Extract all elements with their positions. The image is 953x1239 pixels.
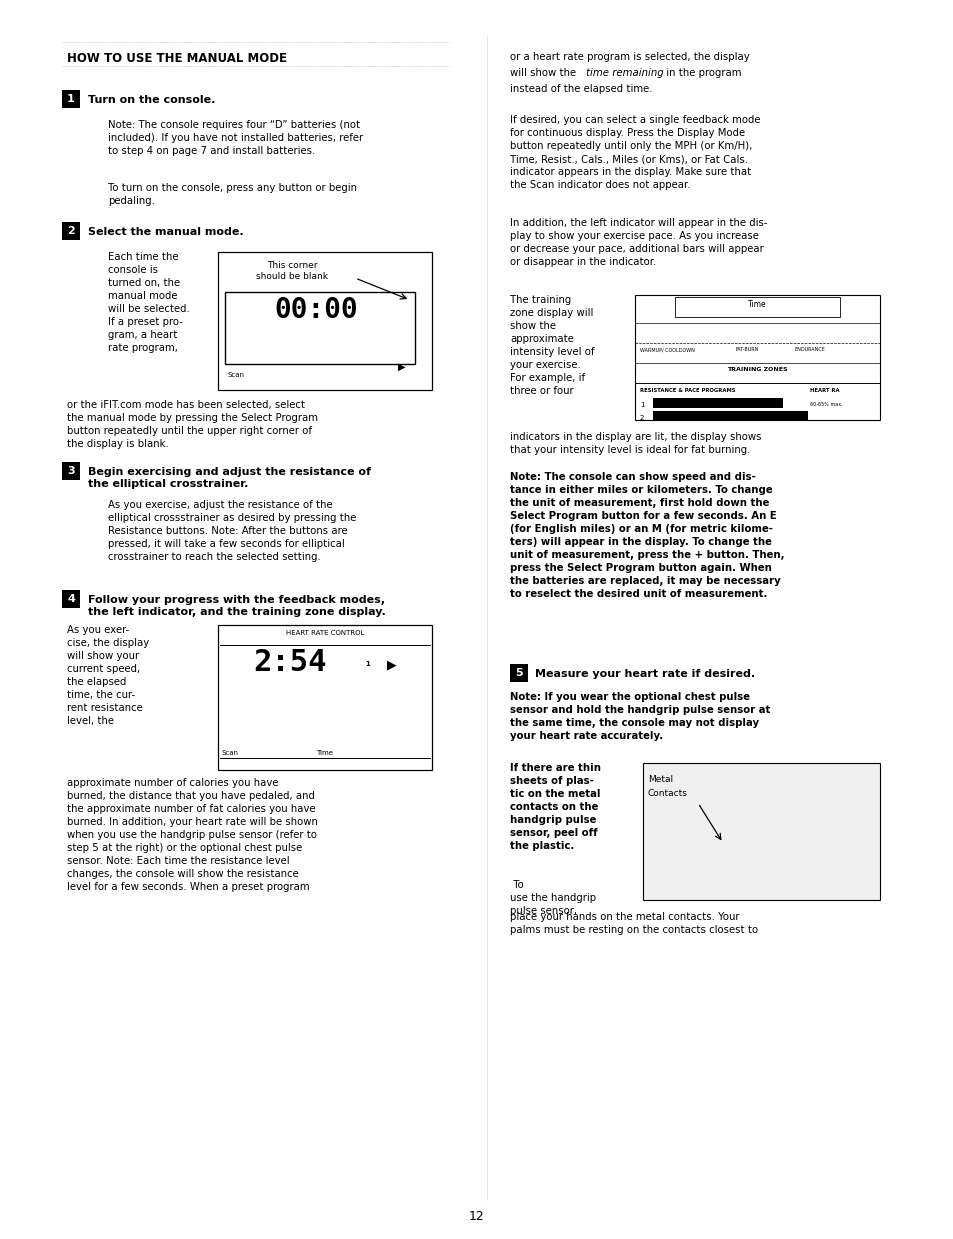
Text: Begin exercising and adjust the resistance of
the elliptical crosstrainer.: Begin exercising and adjust the resistan… xyxy=(88,467,371,489)
Text: 60-65% max.: 60-65% max. xyxy=(809,401,841,406)
Text: Time: Time xyxy=(316,750,334,756)
Text: If there are thin
sheets of plas-
tic on the metal
contacts on the
handgrip puls: If there are thin sheets of plas- tic on… xyxy=(510,763,600,851)
Text: Time: Time xyxy=(747,300,766,309)
Text: FAT-BURN: FAT-BURN xyxy=(734,347,758,352)
Bar xyxy=(635,295,879,420)
Bar xyxy=(510,664,527,681)
Text: 4: 4 xyxy=(67,593,75,603)
Text: As you exer-
cise, the display
will show your
current speed,
the elapsed
time, t: As you exer- cise, the display will show… xyxy=(67,624,149,726)
Text: This corner
should be blank: This corner should be blank xyxy=(255,261,328,281)
Text: 12: 12 xyxy=(469,1211,484,1223)
Text: or a heart rate program is selected, the display: or a heart rate program is selected, the… xyxy=(510,52,749,62)
Bar xyxy=(652,411,807,421)
Text: Turn on the console.: Turn on the console. xyxy=(88,95,215,105)
Text: Scan: Scan xyxy=(222,750,239,756)
Bar xyxy=(675,297,840,317)
Text: The training
zone display will
show the
approximate
intensity level of
your exer: The training zone display will show the … xyxy=(510,295,594,396)
Text: Measure your heart rate if desired.: Measure your heart rate if desired. xyxy=(535,669,755,679)
Text: RESISTANCE & PACE PROGRAMS: RESISTANCE & PACE PROGRAMS xyxy=(639,388,735,393)
Text: To turn on the console, press any button or begin
pedaling.: To turn on the console, press any button… xyxy=(108,183,356,206)
Text: 1: 1 xyxy=(67,94,74,104)
Bar xyxy=(62,90,80,108)
Text: Follow your progress with the feedback modes,
the left indicator, and the traini: Follow your progress with the feedback m… xyxy=(88,595,385,617)
Ellipse shape xyxy=(771,819,821,859)
Bar xyxy=(62,222,80,240)
Text: Note: If you wear the optional chest pulse
sensor and hold the handgrip pulse se: Note: If you wear the optional chest pul… xyxy=(510,693,770,741)
Bar xyxy=(652,398,782,408)
Text: Contacts: Contacts xyxy=(647,789,687,798)
Bar xyxy=(218,624,432,769)
Text: 2: 2 xyxy=(67,225,74,235)
Text: time remaining: time remaining xyxy=(585,68,663,78)
Text: Scan: Scan xyxy=(228,372,245,378)
Text: Select the manual mode.: Select the manual mode. xyxy=(88,227,243,237)
Bar xyxy=(642,763,879,900)
Bar xyxy=(62,462,80,479)
Text: instead of the elapsed time.: instead of the elapsed time. xyxy=(510,84,652,94)
Text: As you exercise, adjust the resistance of the
elliptical crossstrainer as desire: As you exercise, adjust the resistance o… xyxy=(108,501,356,563)
Text: HEART RATE CONTROL: HEART RATE CONTROL xyxy=(286,629,364,636)
Text: Metal: Metal xyxy=(647,776,673,784)
Text: 5: 5 xyxy=(515,668,522,678)
Text: HOW TO USE THE MANUAL MODE: HOW TO USE THE MANUAL MODE xyxy=(67,52,287,64)
Text: If desired, you can select a single feedback mode
for continuous display. Press : If desired, you can select a single feed… xyxy=(510,115,760,191)
Text: In addition, the left indicator will appear in the dis-
play to show your exerci: In addition, the left indicator will app… xyxy=(510,218,767,268)
Text: or the iFIT.com mode has been selected, select
the manual mode by pressing the S: or the iFIT.com mode has been selected, … xyxy=(67,400,317,449)
Text: Note: The console requires four “D” batteries (not
included). If you have not in: Note: The console requires four “D” batt… xyxy=(108,120,363,156)
Text: 2: 2 xyxy=(639,415,643,421)
Text: ▶: ▶ xyxy=(397,362,405,372)
Text: will show the: will show the xyxy=(510,68,578,78)
Text: in the program: in the program xyxy=(662,68,740,78)
Text: 3: 3 xyxy=(67,466,74,476)
Text: TRAINING ZONES: TRAINING ZONES xyxy=(726,367,787,372)
Text: ₁: ₁ xyxy=(365,658,370,668)
Text: place your hands on the metal contacts. Your
palms must be resting on the contac: place your hands on the metal contacts. … xyxy=(510,912,758,935)
Text: HEART RA: HEART RA xyxy=(809,388,839,393)
Text: 2:54: 2:54 xyxy=(253,648,327,676)
Text: To
use the handgrip
pulse sensor,: To use the handgrip pulse sensor, xyxy=(510,880,596,916)
Text: 1: 1 xyxy=(639,401,644,408)
Bar xyxy=(62,590,80,608)
Text: indicators in the display are lit, the display shows
that your intensity level i: indicators in the display are lit, the d… xyxy=(510,432,760,455)
Text: ▶: ▶ xyxy=(387,658,396,672)
Text: Each time the
console is
turned on, the
manual mode
will be selected.
If a prese: Each time the console is turned on, the … xyxy=(108,252,190,353)
Text: ENDURANCE: ENDURANCE xyxy=(794,347,825,352)
Bar xyxy=(225,292,415,364)
Text: approximate number of calories you have
burned, the distance that you have pedal: approximate number of calories you have … xyxy=(67,778,317,892)
Text: WARMUP/ COOLDOWN: WARMUP/ COOLDOWN xyxy=(639,347,694,352)
Text: 00:00: 00:00 xyxy=(274,296,357,325)
Bar xyxy=(218,252,432,390)
Text: Note: The console can show speed and dis-
tance in either miles or kilometers. T: Note: The console can show speed and dis… xyxy=(510,472,783,600)
